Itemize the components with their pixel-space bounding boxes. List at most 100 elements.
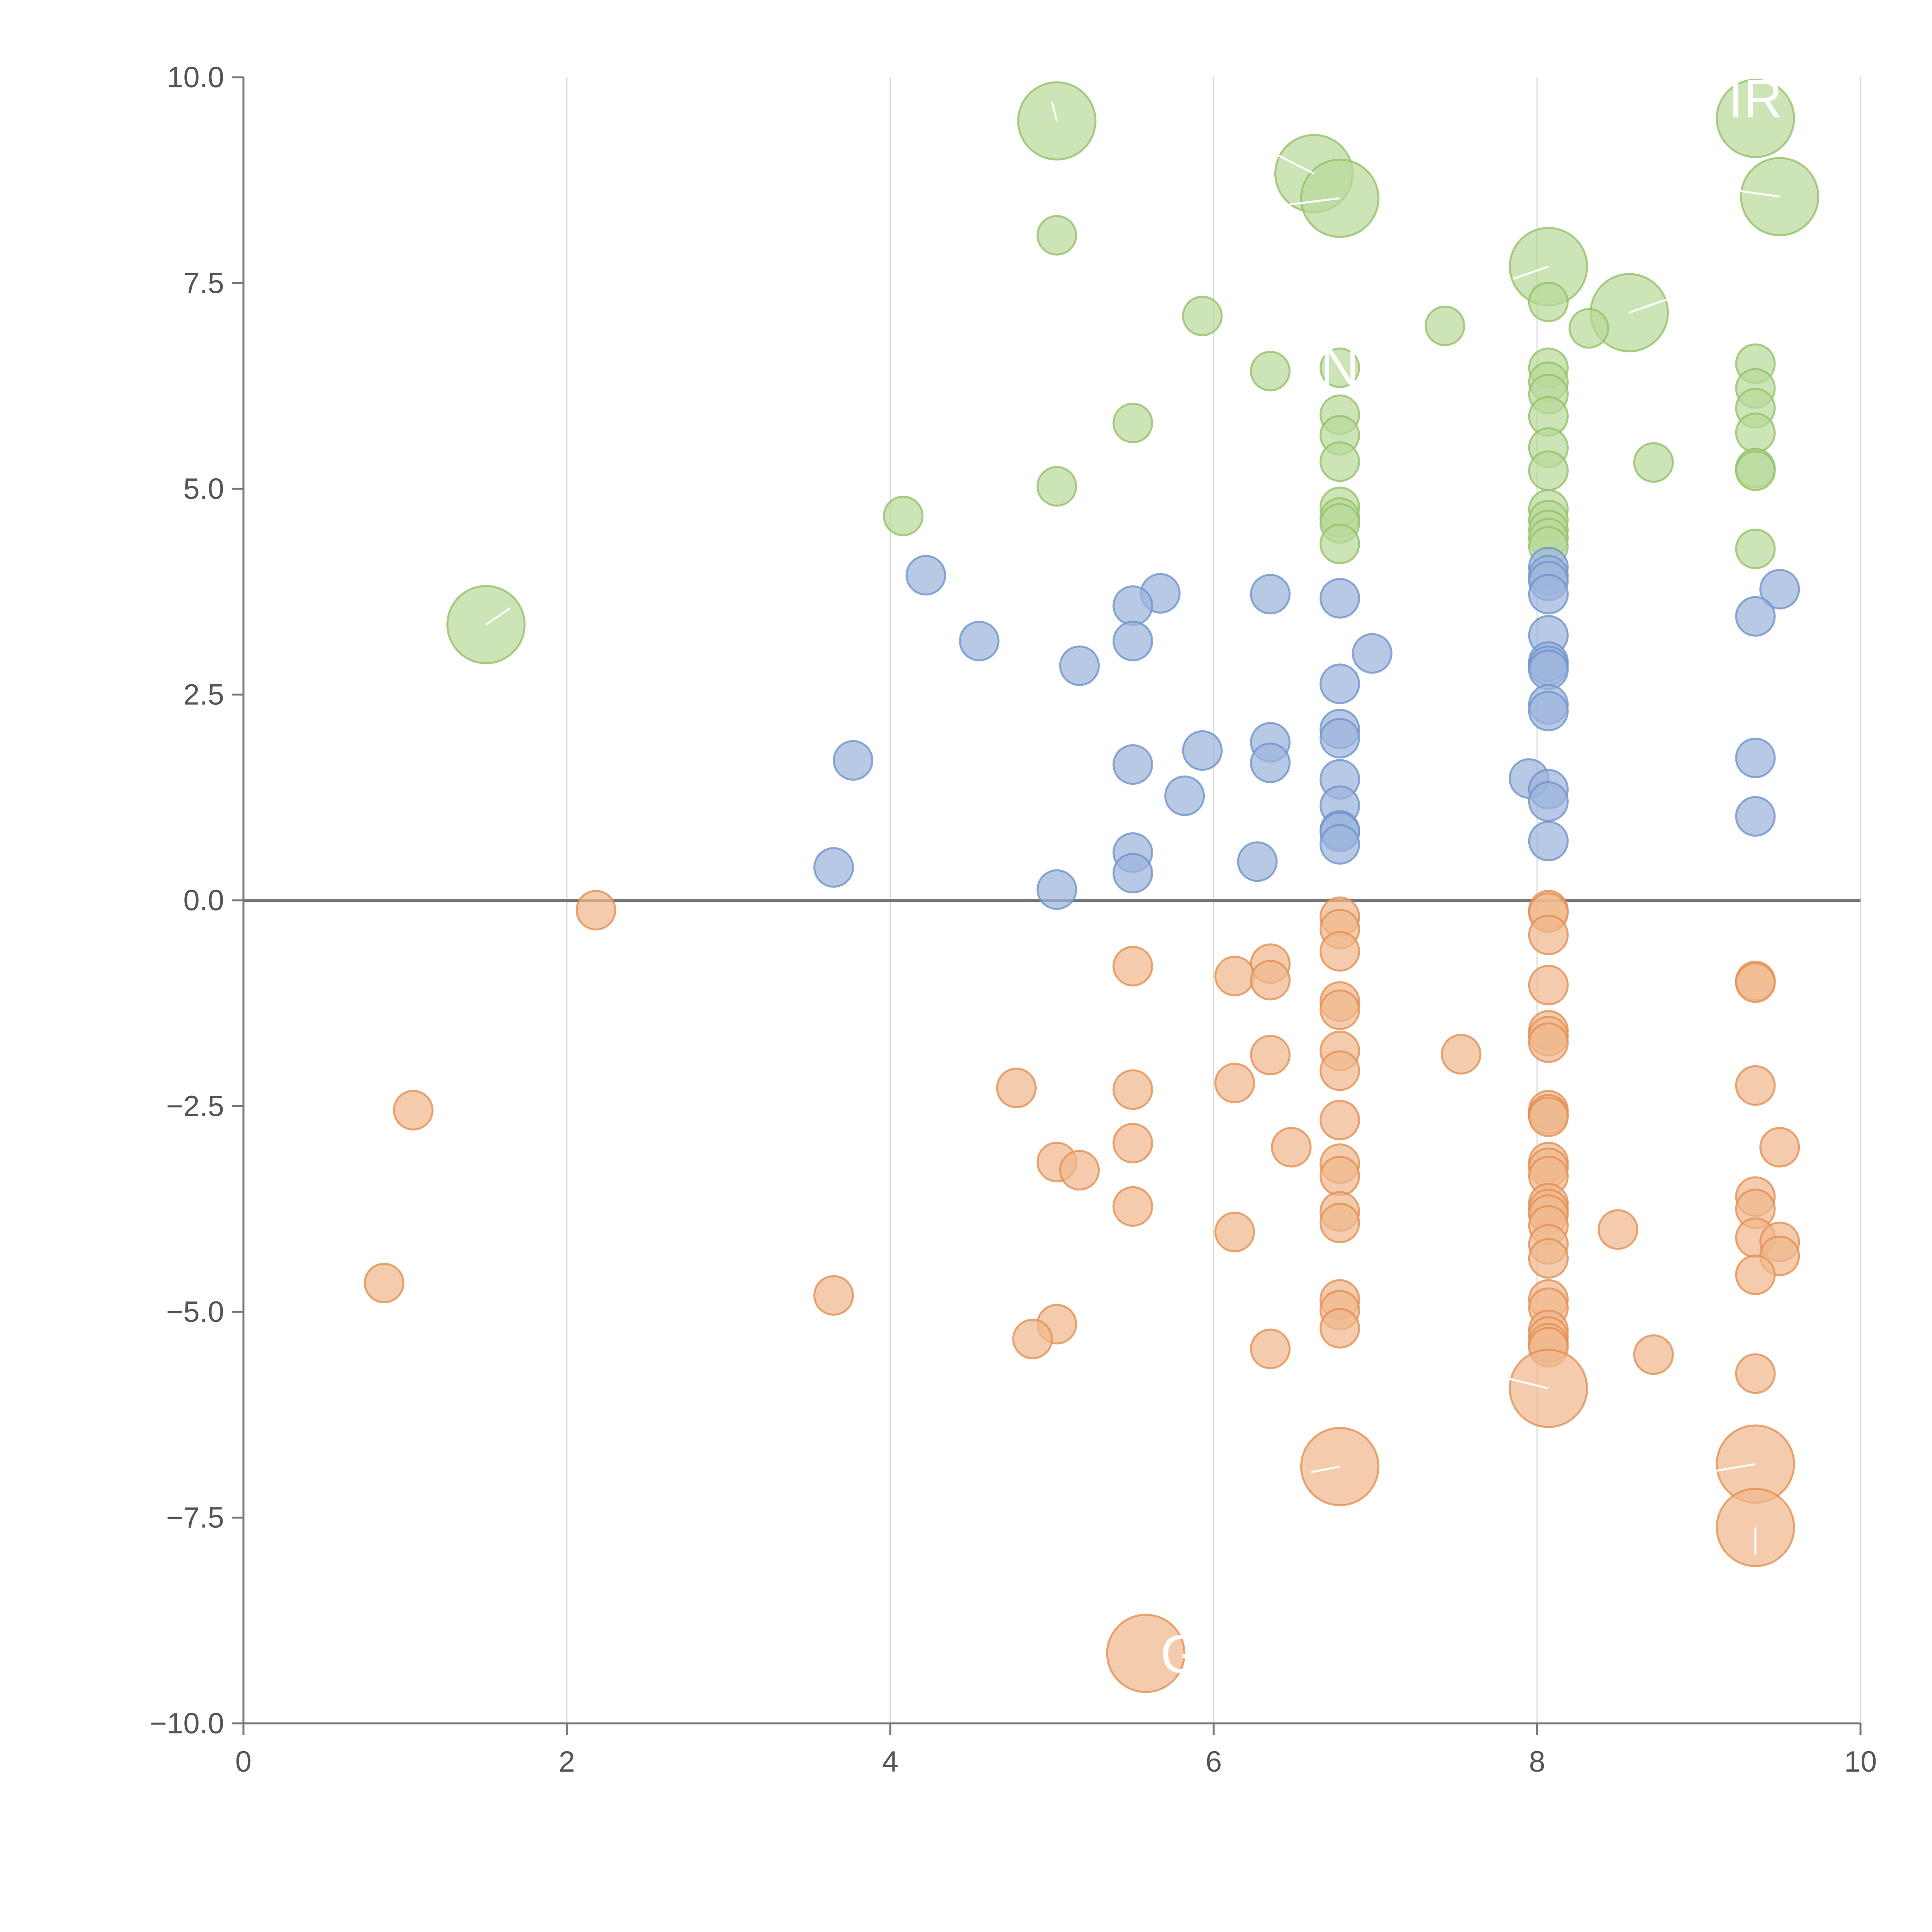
callout-label-0: IR xyxy=(1728,68,1782,129)
blue-point-36 xyxy=(1735,796,1776,837)
y-tick-label-3: 2.5 xyxy=(183,679,224,711)
y-tick-label-8: −10.0 xyxy=(150,1707,224,1740)
orange-point-69 xyxy=(1012,1318,1053,1359)
orange-point-49 xyxy=(1319,1202,1360,1243)
leader-line-5 xyxy=(1629,298,1667,314)
blue-point-7 xyxy=(1528,574,1569,615)
blue-point-19 xyxy=(1319,663,1360,704)
y-tick-label-0: 10.0 xyxy=(167,61,224,94)
leader-line-9 xyxy=(1707,1463,1756,1473)
orange-point-79 xyxy=(1106,1614,1185,1693)
green-point-42 xyxy=(1735,528,1776,569)
blue-point-6 xyxy=(1250,574,1291,615)
orange-point-24 xyxy=(1735,1065,1776,1106)
blue-point-28 xyxy=(1250,742,1291,783)
orange-point-31 xyxy=(1319,1100,1360,1141)
green-point-40 xyxy=(1319,524,1360,565)
blue-point-40 xyxy=(1319,824,1360,865)
x-tick-label-4: 8 xyxy=(1529,1745,1545,1778)
green-point-13 xyxy=(1319,347,1360,388)
axis-layer: 10.0 7.5 5.0 2.5 0.0 −2.5 −5.0 −7.5 −10.0 0 2 4 6 8 10 xyxy=(150,61,1877,1778)
blue-point-33 xyxy=(1164,775,1205,816)
green-point-26 xyxy=(1319,441,1360,482)
green-point-28 xyxy=(1528,450,1569,491)
green-point-27 xyxy=(1633,442,1674,483)
x-tick-label-5: 10 xyxy=(1844,1745,1877,1778)
leader-line-6 xyxy=(485,607,511,626)
orange-point-60 xyxy=(813,1275,854,1316)
leader-line-4 xyxy=(1512,265,1549,280)
leader-line-0 xyxy=(1051,102,1058,121)
callout-label-2: G xyxy=(1160,1624,1202,1684)
orange-point-5 xyxy=(1528,914,1569,955)
orange-point-51 xyxy=(1597,1209,1638,1250)
orange-point-25 xyxy=(996,1068,1037,1109)
blue-point-13 xyxy=(1112,621,1153,662)
green-point-3 xyxy=(1716,79,1795,158)
green-point-31 xyxy=(1036,466,1077,507)
blue-point-21 xyxy=(1528,690,1569,731)
orange-point-32 xyxy=(1112,1122,1153,1163)
blue-point-8 xyxy=(1319,578,1360,619)
green-point-11 xyxy=(1568,308,1609,349)
green-point-34 xyxy=(883,495,923,536)
orange-point-22 xyxy=(1319,1050,1360,1091)
orange-point-33 xyxy=(1759,1127,1800,1168)
orange-point-10 xyxy=(1250,960,1291,1001)
orange-point-27 xyxy=(393,1090,434,1131)
x-tick-label-1: 2 xyxy=(559,1745,575,1778)
blue-point-42 xyxy=(1237,841,1278,882)
blue-point-43 xyxy=(813,847,854,888)
orange-point-0 xyxy=(575,890,616,931)
orange-point-9 xyxy=(1214,956,1255,997)
orange-point-34 xyxy=(1271,1127,1312,1168)
orange-point-8 xyxy=(1112,946,1153,986)
y-tick-label-6: −5.0 xyxy=(166,1296,224,1328)
blue-point-34 xyxy=(1528,781,1569,822)
orange-point-12 xyxy=(1735,962,1776,1003)
orange-point-6 xyxy=(1319,931,1360,972)
blue-point-29 xyxy=(1112,744,1153,785)
x-tick-label-2: 4 xyxy=(882,1745,898,1778)
green-point-22 xyxy=(1112,403,1153,444)
blue-point-26 xyxy=(1735,738,1776,779)
green-point-30 xyxy=(1735,450,1776,491)
green-point-2 xyxy=(1300,158,1379,238)
blue-point-45 xyxy=(1036,869,1077,910)
y-tick-label-4: 0.0 xyxy=(183,884,224,917)
orange-point-13 xyxy=(1528,964,1569,1005)
bubble-layer xyxy=(364,79,1820,1693)
orange-point-41 xyxy=(1319,1156,1360,1197)
leader-layer xyxy=(485,102,1780,1555)
orange-point-72 xyxy=(1250,1328,1291,1369)
blue-point-4 xyxy=(1759,569,1800,610)
blue-point-16 xyxy=(1059,645,1100,686)
orange-point-57 xyxy=(1528,1238,1569,1279)
blue-point-12 xyxy=(959,621,1000,662)
green-point-10 xyxy=(1424,305,1465,346)
orange-point-18 xyxy=(1528,1022,1569,1063)
blue-point-14 xyxy=(1352,633,1393,674)
leader-line-1 xyxy=(1270,150,1315,175)
blue-point-23 xyxy=(1319,718,1360,759)
orange-point-26 xyxy=(1112,1069,1153,1110)
orange-point-21 xyxy=(1250,1034,1291,1075)
green-point-5 xyxy=(1036,215,1077,256)
blue-point-2 xyxy=(905,555,946,596)
y-tick-label-1: 7.5 xyxy=(183,267,224,300)
orange-point-39 xyxy=(1059,1150,1100,1191)
blue-point-10 xyxy=(1735,596,1776,637)
leader-line-7 xyxy=(1504,1376,1549,1389)
label-layer: IR N G xyxy=(1160,68,1782,1684)
orange-point-73 xyxy=(1633,1334,1674,1375)
blue-point-9 xyxy=(1112,585,1153,626)
blue-point-18 xyxy=(1528,650,1569,690)
orange-point-59 xyxy=(364,1262,405,1303)
leader-line-3 xyxy=(1739,190,1780,198)
callout-label-1: N xyxy=(1320,336,1359,396)
y-tick-label-5: −2.5 xyxy=(166,1090,224,1123)
orange-point-30 xyxy=(1528,1096,1569,1137)
leader-line-8 xyxy=(1310,1465,1340,1473)
